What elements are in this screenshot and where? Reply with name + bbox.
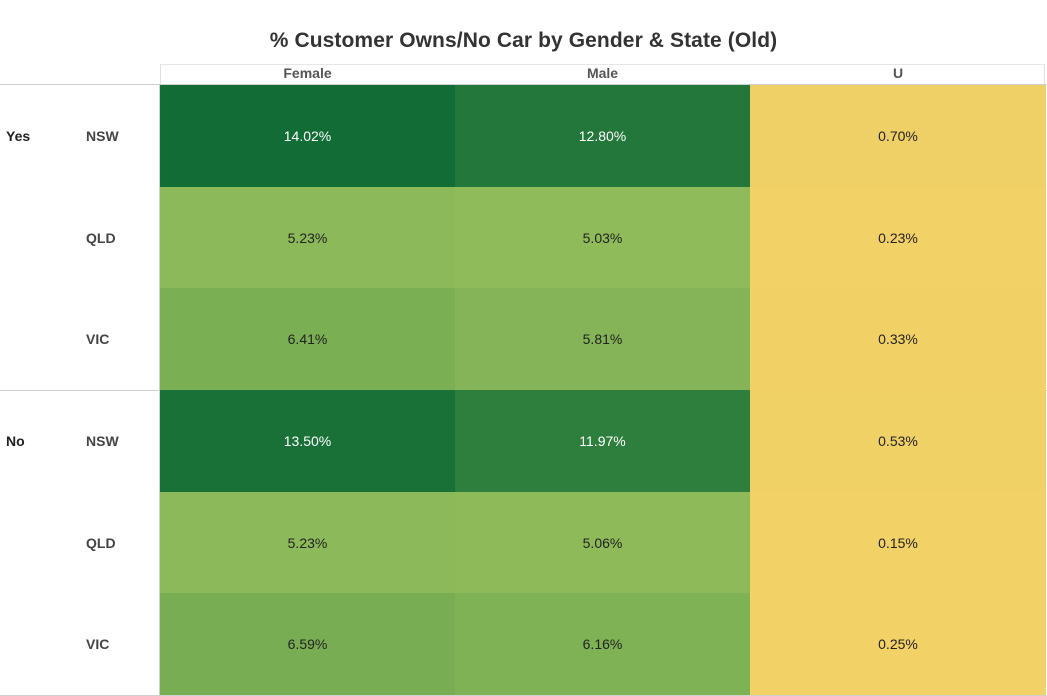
header-left-line bbox=[160, 64, 161, 84]
header-bottom-line bbox=[0, 84, 1047, 85]
row-label-yes-qld: QLD bbox=[86, 229, 116, 246]
heatmap-cell: 6.59% bbox=[160, 593, 455, 696]
heatmap-cell: 6.16% bbox=[455, 593, 750, 696]
heatmap-cell: 0.23% bbox=[750, 186, 1046, 289]
heatmap-cell: 0.25% bbox=[750, 593, 1046, 696]
heatmap-cell: 5.23% bbox=[160, 186, 455, 289]
heatmap-cell: 14.02% bbox=[160, 85, 455, 188]
heatmap-cell: 5.23% bbox=[160, 491, 455, 594]
row-label-no-vic: VIC bbox=[86, 636, 110, 653]
heatmap-cell: 5.06% bbox=[455, 491, 750, 594]
header-top-line bbox=[160, 64, 1045, 65]
group-label-yes: Yes bbox=[6, 127, 31, 144]
heatmap-cell: 12.80% bbox=[455, 85, 750, 188]
group-label-no: No bbox=[6, 432, 25, 449]
chart-title: % Customer Owns/No Car by Gender & State… bbox=[269, 29, 778, 52]
heatmap-cell: 6.41% bbox=[160, 288, 455, 391]
heatmap-cell: 0.70% bbox=[750, 85, 1046, 188]
heatmap-cell: 0.33% bbox=[750, 288, 1046, 391]
heatmap-cell: 0.53% bbox=[750, 390, 1046, 493]
row-label-no-nsw: NSW bbox=[86, 432, 119, 449]
heatmap-cell: 0.15% bbox=[750, 491, 1046, 594]
heatmap-cell: 5.03% bbox=[455, 186, 750, 289]
heatmap-cell: 5.81% bbox=[455, 288, 750, 391]
row-label-yes-nsw: NSW bbox=[86, 127, 119, 144]
row-label-yes-vic: VIC bbox=[86, 331, 110, 348]
heatmap-cell: 11.97% bbox=[455, 390, 750, 493]
row-label-no-qld: QLD bbox=[86, 534, 116, 551]
column-header-u: U bbox=[892, 65, 904, 81]
column-header-male: Male bbox=[586, 65, 619, 81]
header-right-line bbox=[1044, 64, 1045, 84]
heatmap-cell: 13.50% bbox=[160, 390, 455, 493]
column-header-female: Female bbox=[283, 65, 332, 81]
grid-left-line bbox=[159, 85, 160, 696]
